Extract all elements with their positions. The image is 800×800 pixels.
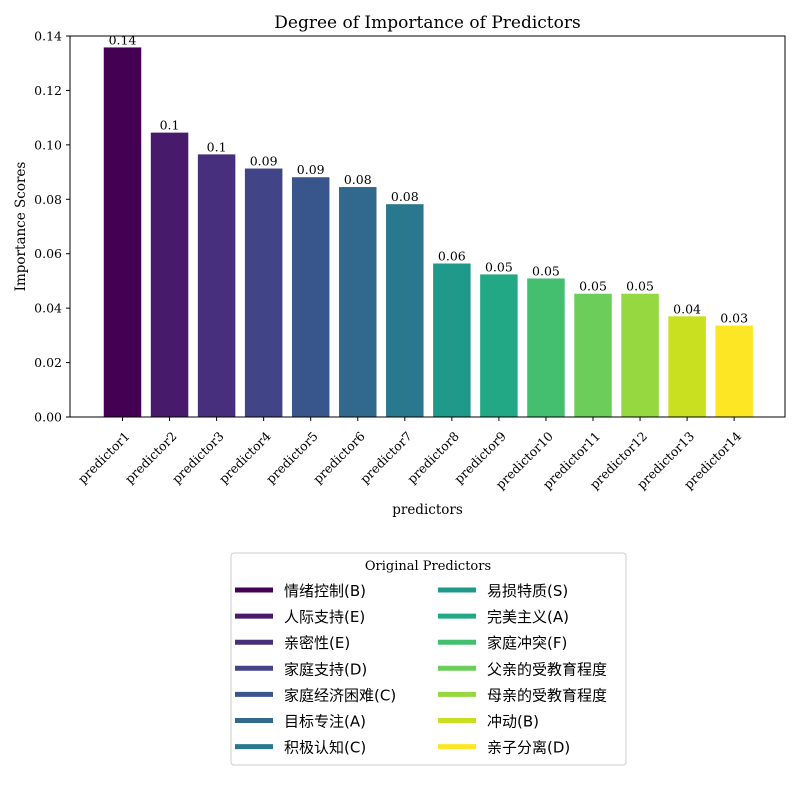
legend-entry-label: 积极认知(C) — [284, 739, 366, 757]
data-label: 0.05 — [485, 259, 513, 274]
data-label: 0.1 — [207, 139, 227, 154]
bar — [244, 168, 283, 417]
bar — [150, 132, 189, 417]
data-label: 0.06 — [438, 249, 466, 264]
bar — [715, 325, 753, 417]
bar — [386, 204, 424, 417]
x-axis-label: predictors — [392, 502, 463, 518]
bars-group — [103, 47, 753, 418]
legend-entry-label: 亲密性(E) — [284, 634, 350, 652]
legend-title: Original Predictors — [365, 559, 491, 574]
legend: Original Predictors 情绪控制(B) 人际支持(E) 亲密性(E)… — [230, 552, 627, 766]
chart-title: Degree of Importance of Predictors — [274, 13, 580, 33]
y-tick-label: 0.02 — [34, 355, 62, 370]
y-tick-label: 0.10 — [34, 137, 62, 152]
legend-entry-label: 父亲的受教育程度 — [487, 660, 607, 678]
data-label: 0.09 — [297, 162, 325, 177]
legend-entry-label: 亲子分离(D) — [487, 739, 570, 757]
data-label: 0.14 — [109, 32, 137, 47]
bar — [574, 293, 612, 417]
bar — [668, 316, 706, 417]
plot-frame — [69, 35, 786, 418]
data-labels-group: 0.14 0.1 0.1 0.09 0.09 0.08 0.08 0.06 0.05 0.05 0.… — [109, 32, 749, 325]
data-label: 0.05 — [579, 279, 607, 294]
legend-entry-label: 冲动(B) — [487, 713, 539, 731]
data-label: 0.08 — [344, 172, 372, 187]
data-label: 0.04 — [673, 301, 701, 316]
y-tick-label: 0.12 — [34, 83, 62, 98]
data-label: 0.03 — [720, 311, 748, 326]
legend-box — [230, 552, 627, 766]
y-tick-label: 0.00 — [34, 410, 62, 425]
legend-entry-label: 完美主义(A) — [487, 608, 569, 626]
data-label: 0.09 — [250, 154, 278, 169]
bar — [480, 274, 518, 417]
bar — [103, 47, 142, 418]
y-tick-label: 0.04 — [34, 301, 62, 316]
y-tick-label: 0.08 — [34, 192, 62, 207]
y-tick-label: 0.06 — [34, 246, 62, 261]
legend-entry-label: 母亲的受教育程度 — [487, 686, 607, 704]
legend-entry-label: 家庭冲突(F) — [487, 634, 567, 652]
y-axis-label: Importance Scores — [13, 162, 29, 292]
legend-entry-label: 家庭支持(D) — [284, 660, 367, 678]
bar — [433, 263, 471, 417]
data-label: 0.08 — [391, 189, 419, 204]
data-label: 0.05 — [626, 279, 654, 294]
legend-entries: 情绪控制(B) 人际支持(E) 亲密性(E) 家庭支持(D) 家庭经济困难(C) 目标专注… — [235, 582, 607, 757]
legend-entry-label: 情绪控制(B) — [284, 582, 366, 600]
bar — [621, 293, 659, 417]
bar — [197, 154, 236, 417]
bar — [527, 278, 565, 417]
data-label: 0.05 — [532, 263, 560, 278]
y-tick-label: 0.14 — [34, 29, 62, 44]
y-axis: 0.00 0.02 0.04 0.06 0.08 0.10 0.12 0.14 — [34, 29, 70, 425]
data-label: 0.1 — [160, 118, 180, 133]
legend-entry-label: 家庭经济困难(C) — [284, 686, 396, 704]
legend-entry-label: 人际支持(E) — [284, 608, 365, 626]
bar — [339, 187, 377, 417]
legend-entry-label: 目标专注(A) — [284, 713, 366, 731]
bar — [291, 177, 330, 417]
legend-entry-label: 易损特质(S) — [487, 582, 568, 600]
x-axis: predictor1predictor2predictor3predictor4… — [75, 417, 744, 492]
